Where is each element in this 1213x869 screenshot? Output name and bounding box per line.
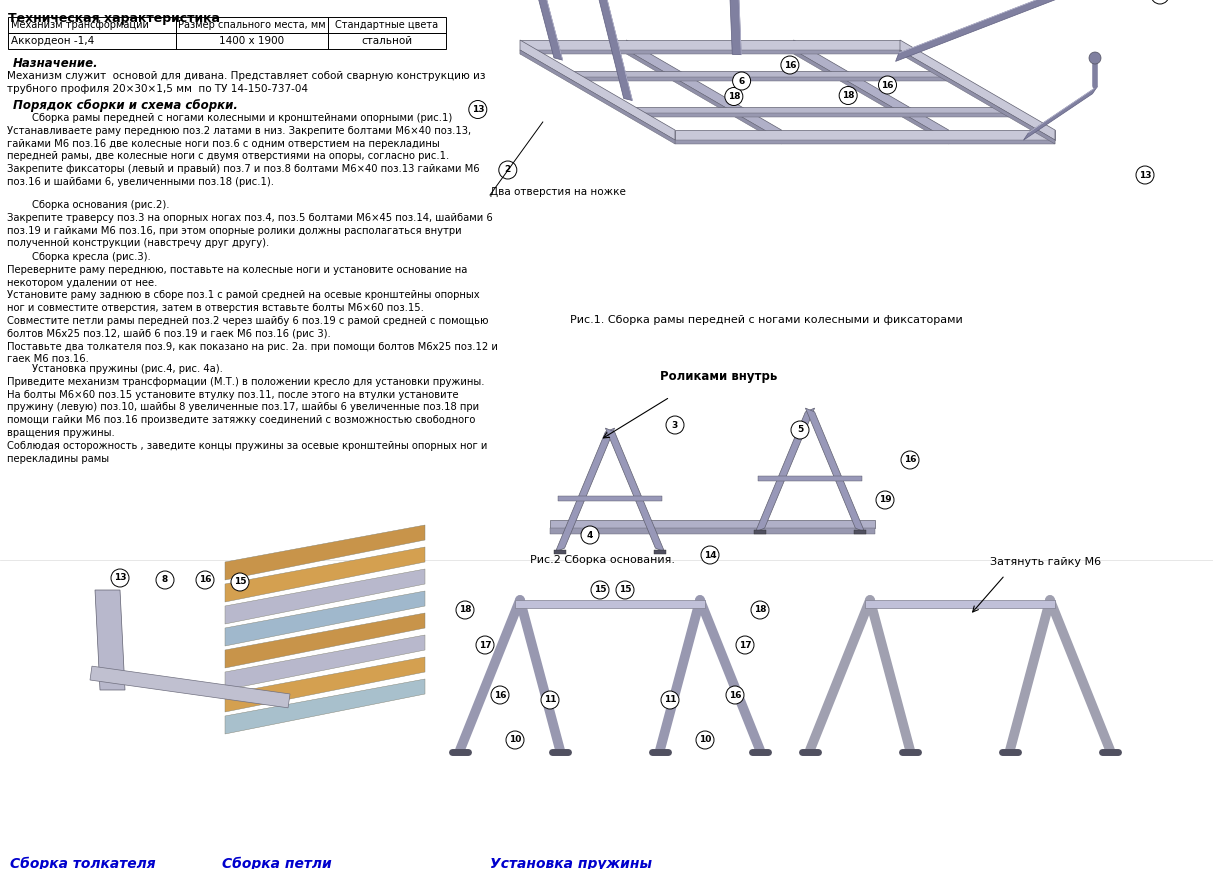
Polygon shape [566, 71, 946, 77]
Polygon shape [513, 0, 563, 60]
Bar [754, 530, 765, 534]
Circle shape [725, 88, 742, 105]
Circle shape [197, 571, 213, 589]
Polygon shape [895, 0, 1111, 62]
Text: Сборка основания (рис.2).
Закрепите траверсу поз.3 на опорных ногах поз.4, поз.5: Сборка основания (рис.2). Закрепите трав… [7, 200, 492, 249]
Text: 16: 16 [784, 61, 796, 70]
Circle shape [751, 601, 769, 619]
Text: 11: 11 [543, 695, 557, 705]
Text: Рис.2 Сборка основания.: Рис.2 Сборка основания. [530, 555, 674, 565]
Text: Стандартные цвета: Стандартные цвета [336, 20, 439, 30]
Text: 13: 13 [114, 574, 126, 582]
Polygon shape [224, 569, 425, 624]
Text: 16: 16 [729, 691, 741, 700]
Text: 10: 10 [699, 735, 711, 745]
Bar [328, 33, 446, 49]
Polygon shape [593, 0, 632, 101]
Circle shape [475, 636, 494, 654]
Circle shape [839, 87, 858, 104]
Text: 13: 13 [472, 105, 484, 114]
Text: 18: 18 [753, 606, 767, 614]
Text: 18: 18 [842, 91, 854, 100]
Bar [549, 520, 875, 528]
Bar [176, 17, 328, 33]
Polygon shape [805, 408, 865, 532]
Polygon shape [224, 591, 425, 646]
Circle shape [491, 686, 509, 704]
Bar [176, 33, 328, 49]
Text: 18: 18 [459, 606, 471, 614]
Polygon shape [793, 40, 949, 140]
Circle shape [1137, 166, 1154, 184]
Circle shape [727, 686, 744, 704]
Polygon shape [628, 107, 1008, 113]
Bar [328, 17, 446, 33]
Polygon shape [628, 113, 1008, 117]
Text: 18: 18 [728, 92, 740, 101]
Text: Роликами внутрь: Роликами внутрь [660, 370, 778, 383]
Polygon shape [900, 40, 1055, 140]
Bar [516, 600, 705, 608]
Polygon shape [626, 50, 781, 144]
Circle shape [736, 636, 754, 654]
Text: Установка пружины: Установка пружины [490, 857, 653, 869]
Text: Сборка кресла (рис.3).
Переверните раму переднюю, поставьте на колесные ноги и у: Сборка кресла (рис.3). Переверните раму … [7, 252, 497, 364]
Bar [8, 17, 176, 33]
Circle shape [468, 101, 486, 118]
Text: Аккордеон -1,4: Аккордеон -1,4 [11, 36, 95, 46]
Text: 2: 2 [505, 165, 511, 175]
Circle shape [456, 601, 474, 619]
Polygon shape [95, 590, 125, 690]
Bar [854, 530, 866, 534]
Text: 17: 17 [479, 640, 491, 649]
Bar [558, 496, 662, 501]
Text: 5: 5 [797, 426, 803, 434]
Circle shape [541, 691, 559, 709]
Text: Механизм трансформации: Механизм трансформации [11, 20, 149, 30]
Circle shape [1089, 52, 1101, 64]
Circle shape [499, 161, 517, 179]
Polygon shape [520, 50, 900, 54]
Text: 10: 10 [508, 735, 522, 745]
Text: 11: 11 [664, 695, 677, 705]
Circle shape [112, 569, 129, 587]
Polygon shape [900, 50, 1055, 144]
Polygon shape [605, 428, 665, 552]
Polygon shape [520, 40, 900, 50]
Text: 1400 х 1900: 1400 х 1900 [220, 36, 285, 46]
Text: 15: 15 [593, 586, 606, 594]
Text: 16: 16 [199, 575, 211, 585]
Text: 4: 4 [587, 530, 593, 540]
Polygon shape [793, 50, 949, 144]
Text: 15: 15 [619, 586, 631, 594]
Circle shape [230, 573, 249, 591]
Text: 3: 3 [672, 421, 678, 429]
Circle shape [666, 416, 684, 434]
Circle shape [733, 72, 751, 90]
Text: 17: 17 [739, 640, 751, 649]
Circle shape [581, 526, 599, 544]
Text: Два отверстия на ножке: Два отверстия на ножке [490, 187, 626, 197]
Text: Техническая характеристика: Техническая характеристика [8, 12, 220, 25]
Circle shape [878, 76, 896, 94]
Circle shape [591, 581, 609, 599]
Polygon shape [724, 0, 741, 55]
Text: Сборка петли: Сборка петли [222, 857, 331, 869]
Text: Назначение.: Назначение. [13, 57, 98, 70]
Text: Установка пружины (рис.4, рис. 4а).
Приведите механизм трансформации (М.Т.) в по: Установка пружины (рис.4, рис. 4а). Прив… [7, 364, 488, 463]
Text: Размер спального места, мм: Размер спального места, мм [178, 20, 326, 30]
Bar [90, 667, 290, 708]
Bar [554, 550, 566, 554]
Text: 16: 16 [494, 691, 506, 700]
Circle shape [661, 691, 679, 709]
Text: Сборка рамы передней с ногами колесными и кронштейнами опорными (рис.1)
Устанавл: Сборка рамы передней с ногами колесными … [7, 113, 479, 187]
Text: Механизм служит  основой для дивана. Представляет собой сварную конструкцию из
т: Механизм служит основой для дивана. Пред… [7, 71, 485, 94]
Bar [758, 476, 862, 481]
Circle shape [791, 421, 809, 439]
Text: 8: 8 [161, 575, 169, 585]
Polygon shape [674, 130, 1055, 140]
Polygon shape [224, 525, 425, 580]
Circle shape [701, 546, 719, 564]
Circle shape [506, 731, 524, 749]
Polygon shape [556, 428, 615, 552]
